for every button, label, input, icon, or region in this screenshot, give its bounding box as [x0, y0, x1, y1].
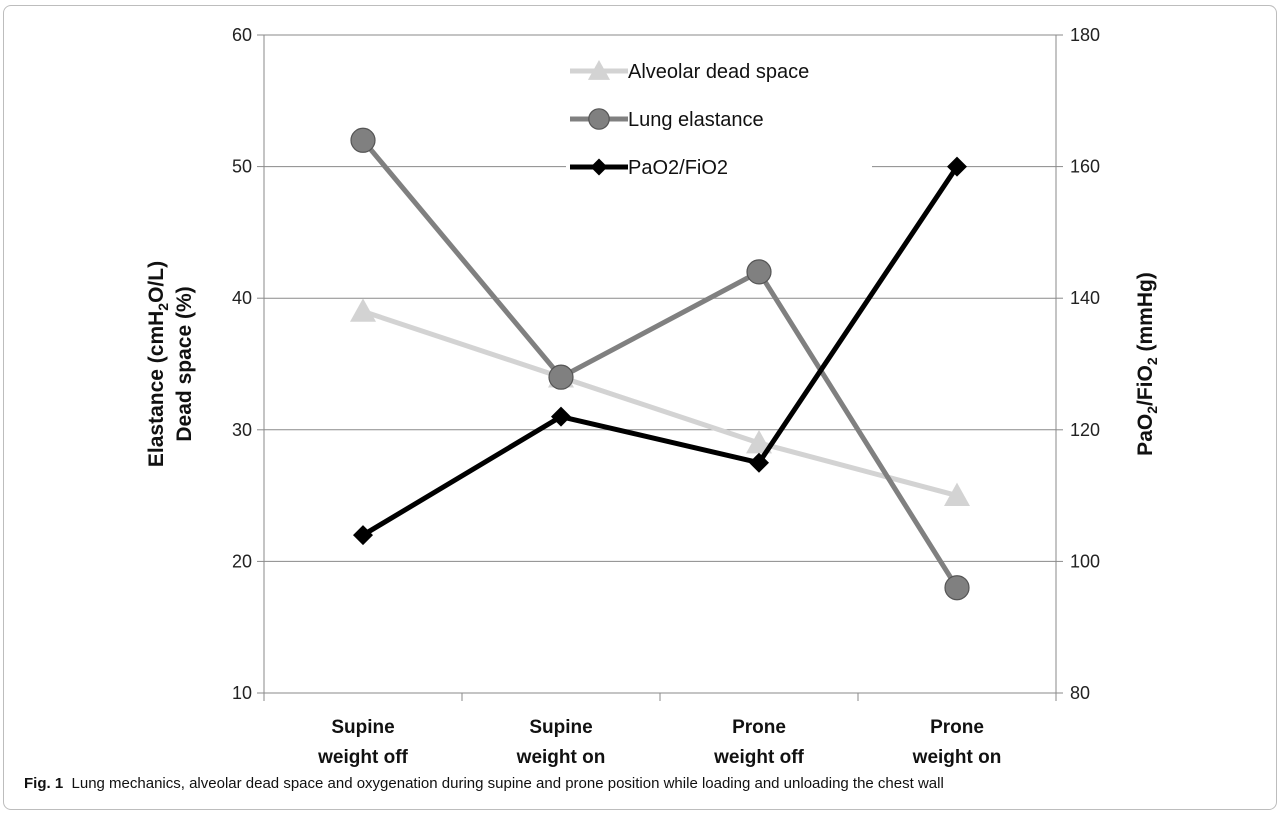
figure-frame: [3, 5, 1277, 810]
x-tick-label: weight on: [912, 747, 1002, 768]
y-left-tick-label: 60: [232, 25, 252, 45]
y-left-tick-label: 50: [232, 157, 252, 177]
x-tick-label: Supine: [331, 717, 394, 738]
data-point: [749, 452, 769, 473]
y-right-tick-label: 100: [1070, 551, 1100, 571]
y-left-tick-label: 30: [232, 420, 252, 440]
data-point: [353, 525, 373, 546]
caption-label: Fig. 1: [24, 775, 64, 792]
y-right-tick-label: 180: [1070, 25, 1100, 45]
data-point: [350, 127, 376, 153]
data-point: [944, 482, 970, 506]
legend-entry: PaO2/FiO2: [628, 157, 728, 179]
legend-marker: [587, 59, 611, 80]
data-point: [944, 575, 970, 601]
data-point: [746, 429, 772, 454]
x-tick-label: Prone: [732, 717, 786, 738]
data-point: [548, 364, 574, 390]
series-line: [361, 138, 960, 590]
data-point: [551, 406, 571, 427]
y-left-axis-label: Dead space (%): [173, 286, 196, 441]
y-left-axis-label: Elastance (cmH2O/L): [145, 261, 171, 467]
y-left-tick-label: 20: [232, 551, 252, 571]
y-right-tick-label: 140: [1070, 288, 1100, 308]
legend-marker: [588, 108, 610, 130]
legend-entry: Lung elastance: [628, 109, 764, 131]
legend-entry: Alveolar dead space: [628, 61, 809, 83]
x-tick-label: Prone: [930, 717, 984, 738]
figure-caption: Fig. 1 Lung mechanics, alveolar dead spa…: [24, 775, 944, 792]
x-tick-label: Supine: [529, 717, 592, 738]
y-right-tick-label: 160: [1070, 157, 1100, 177]
legend-marker: [590, 158, 608, 176]
y-right-tick-label: 120: [1070, 420, 1100, 440]
line-chart: 10 20 30 40 50 60 80 100 120 140 160 180 Supine weigh…: [145, 25, 1160, 768]
caption-text: Lung mechanics, alveolar dead space and …: [71, 775, 944, 792]
y-left-tick-label: 10: [232, 683, 252, 703]
series-line: [361, 165, 960, 538]
y-left-tick-label: 40: [232, 288, 252, 308]
x-tick-label: weight off: [317, 747, 408, 768]
series-line: [362, 308, 958, 499]
y-right-tick-label: 80: [1070, 683, 1090, 703]
data-point: [746, 259, 772, 285]
x-tick-label: weight off: [713, 747, 804, 768]
x-tick-label: weight on: [516, 747, 606, 768]
data-point: [350, 298, 376, 322]
y-right-axis-label: PaO2/FiO2 (mmHg): [1134, 272, 1160, 456]
data-point: [947, 156, 967, 177]
